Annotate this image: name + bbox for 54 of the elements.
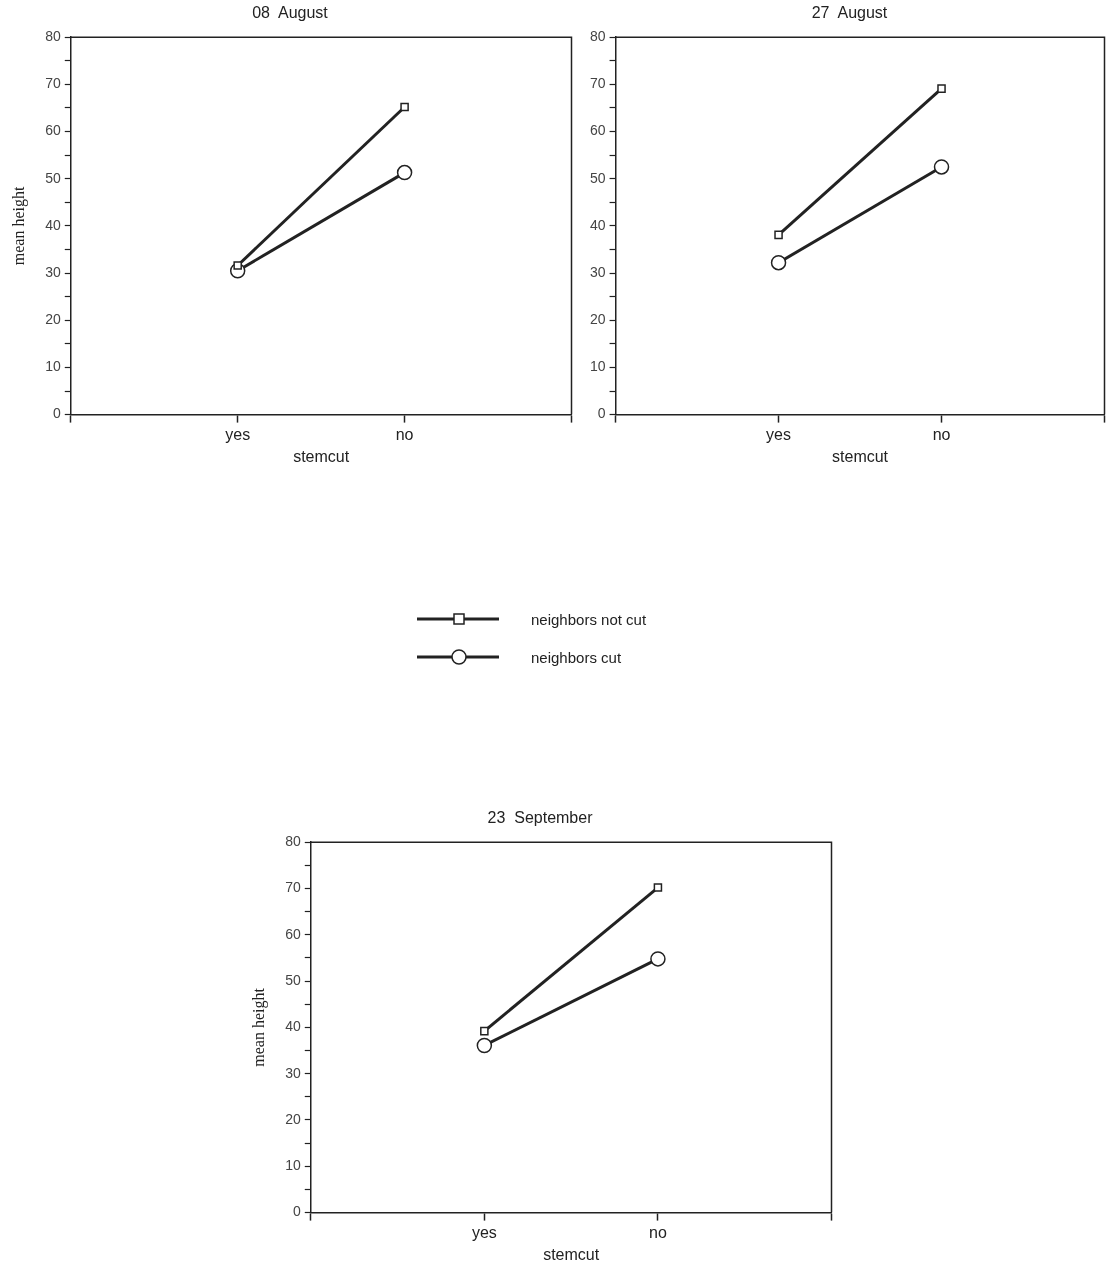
y-tick-label: 30	[45, 263, 61, 280]
y-tick-label: 30	[285, 1064, 301, 1081]
y-tick-label: 10	[45, 358, 61, 375]
y-tick-label: 30	[589, 263, 606, 280]
point	[937, 84, 946, 93]
point	[650, 951, 666, 967]
y-tick-label: 0	[597, 405, 606, 422]
y-tick-label: 50	[45, 169, 61, 186]
y-tick-label: 20	[285, 1110, 301, 1127]
x-tick-label: no	[932, 425, 951, 443]
y-tick-label: 50	[589, 169, 606, 186]
chart-title: 27 August	[811, 4, 888, 22]
text: neighbors cut	[531, 648, 622, 666]
x-axis-title: stemcut	[832, 447, 889, 465]
point	[400, 102, 409, 112]
x-tick-label: no	[649, 1223, 667, 1241]
y-tick-label: 60	[45, 122, 61, 139]
y-tick-label: 80	[45, 28, 61, 45]
y-tick-label: 40	[45, 216, 61, 233]
y-tick-label: 50	[285, 971, 301, 988]
point	[653, 883, 663, 892]
x-tick-label: no	[395, 425, 414, 443]
y-tick-label: 70	[45, 75, 61, 92]
x-tick-label: yes	[766, 425, 791, 443]
text: neighbors not cut	[531, 610, 647, 628]
y-tick-label: 70	[589, 75, 606, 92]
point	[770, 254, 787, 271]
x-tick-label: yes	[225, 425, 251, 443]
y-tick-label: 80	[285, 833, 301, 850]
y-axis-title: mean height	[9, 186, 28, 266]
y-tick-label: 70	[285, 879, 301, 896]
point	[233, 261, 242, 270]
y-tick-label: 10	[589, 358, 606, 375]
y-tick-label: 20	[589, 311, 606, 328]
y-tick-label: 40	[589, 216, 606, 233]
point	[396, 164, 413, 181]
y-tick-label: 40	[285, 1018, 301, 1035]
point	[933, 159, 950, 175]
y-tick-label: 20	[45, 311, 61, 328]
y-tick-label: 0	[52, 405, 61, 422]
y-tick-label: 0	[292, 1203, 301, 1220]
x-axis-title: stemcut	[543, 1245, 600, 1263]
x-tick-label: yes	[471, 1223, 497, 1241]
y-tick-label: 10	[285, 1157, 301, 1174]
y-tick-label: 60	[285, 925, 301, 942]
point	[476, 1037, 493, 1054]
chart-title: 08 August	[252, 4, 329, 22]
y-tick-label: 80	[589, 28, 606, 45]
point	[480, 1026, 489, 1036]
point	[774, 230, 783, 240]
chart-title: 23 September	[487, 809, 594, 827]
x-axis-title: stemcut	[293, 447, 350, 465]
y-axis-title: mean height	[249, 987, 268, 1067]
y-tick-label: 60	[589, 122, 606, 139]
